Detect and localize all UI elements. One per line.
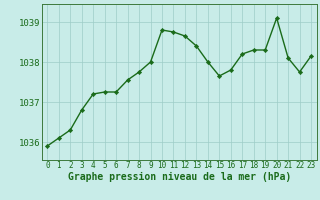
X-axis label: Graphe pression niveau de la mer (hPa): Graphe pression niveau de la mer (hPa) (68, 172, 291, 182)
